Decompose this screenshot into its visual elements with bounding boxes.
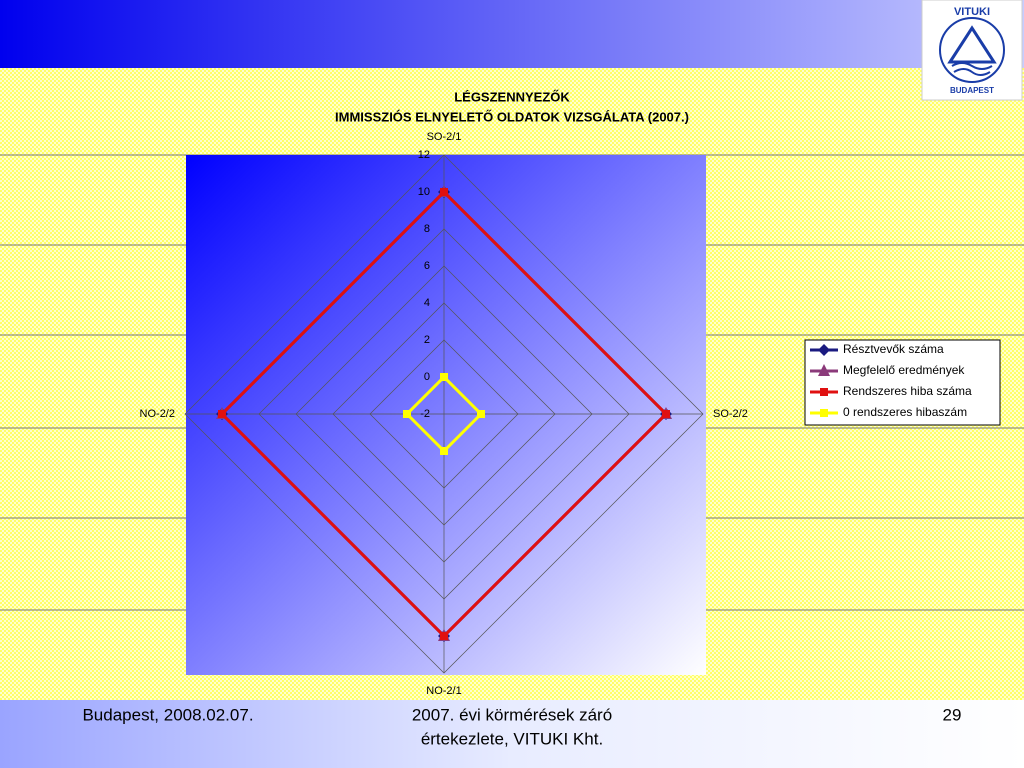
logo-ring	[939, 17, 1005, 83]
marker	[403, 410, 411, 418]
tick-label: 6	[424, 260, 430, 272]
header-band	[0, 0, 1024, 68]
category-label: NO-2/2	[140, 408, 175, 420]
footer-center: értekezlete, VITUKI Kht.	[421, 729, 603, 748]
category-label: SO-2/1	[427, 131, 462, 143]
marker	[820, 409, 828, 417]
marker	[662, 410, 670, 418]
footer-center: 2007. évi körmérések záró	[412, 705, 612, 724]
marker	[440, 373, 448, 381]
tick-label: 8	[424, 223, 430, 235]
tick-label: 2	[424, 334, 430, 346]
tick-label: 4	[424, 297, 430, 309]
tick-label: 12	[418, 149, 430, 161]
marker	[440, 632, 448, 640]
logo-box	[921, 0, 1023, 101]
tick-label: 10	[418, 186, 430, 198]
chart-title: LÉGSZENNYEZŐK	[454, 89, 570, 104]
marker	[818, 344, 830, 356]
category-label: SO-2/2	[713, 408, 748, 420]
legend-label: Rendszeres hiba száma	[843, 384, 972, 398]
logo-bottom: BUDAPEST	[950, 86, 994, 95]
marker	[477, 410, 485, 418]
logo-triangle	[947, 25, 997, 64]
legend-label: Megfelelő eredmények	[843, 363, 965, 377]
logo-waves	[951, 62, 993, 76]
category-label: NO-2/1	[426, 685, 461, 697]
logo-top: VITUKI	[954, 6, 990, 18]
marker	[440, 447, 448, 455]
tick-label: 0	[424, 371, 430, 383]
marker	[440, 188, 448, 196]
marker	[820, 388, 828, 396]
plot-area	[186, 155, 706, 675]
chart-subtitle: IMMISSZIÓS ELNYELETŐ OLDATOK VIZSGÁLATA …	[335, 109, 689, 124]
marker	[818, 364, 830, 376]
footer-band	[0, 700, 1024, 768]
footer-right: 29	[943, 705, 962, 724]
marker	[218, 410, 226, 418]
legend-label: Résztvevők száma	[843, 342, 944, 356]
legend-label: 0 rendszeres hibaszám	[843, 405, 967, 419]
tick-label: -2	[420, 408, 430, 420]
footer-left: Budapest, 2008.02.07.	[82, 705, 253, 724]
legend-box	[804, 339, 1001, 426]
